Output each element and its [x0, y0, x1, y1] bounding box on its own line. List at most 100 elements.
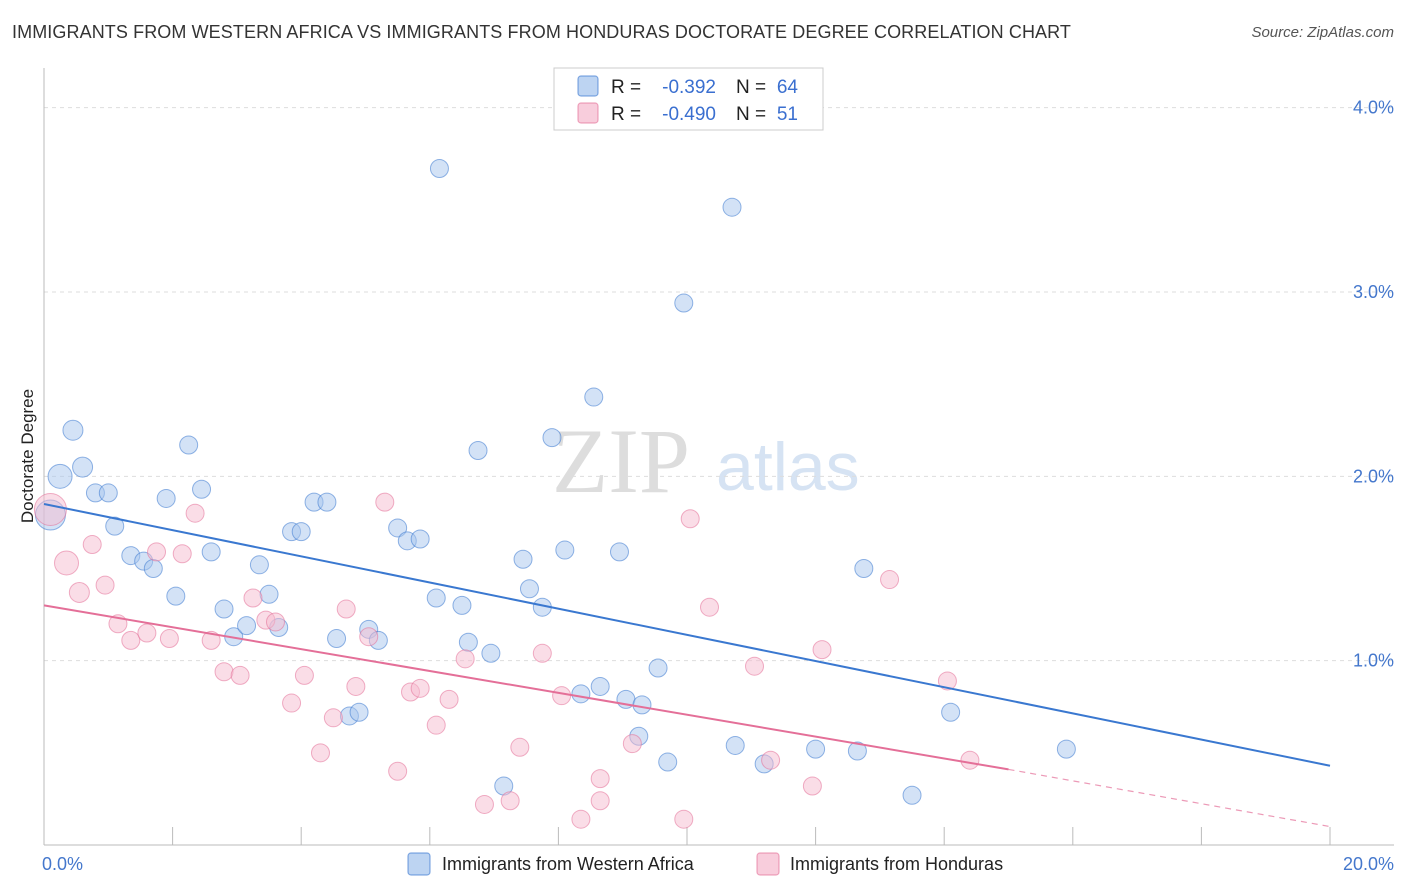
- honduras-point-16[interactable]: [243, 588, 263, 608]
- honduras-point-36[interactable]: [532, 643, 552, 663]
- western-africa-point-55[interactable]: [674, 293, 694, 313]
- honduras-point-45[interactable]: [745, 656, 765, 676]
- honduras-point-41[interactable]: [622, 734, 642, 754]
- western-africa-point-31[interactable]: [388, 518, 408, 538]
- honduras-point-18[interactable]: [265, 612, 285, 632]
- honduras-point-40[interactable]: [590, 791, 610, 811]
- western-africa-point-14[interactable]: [192, 479, 212, 499]
- honduras-point-32[interactable]: [455, 649, 475, 669]
- honduras-point-35[interactable]: [510, 737, 530, 757]
- honduras-point-44[interactable]: [700, 597, 720, 617]
- honduras-point-13[interactable]: [201, 630, 221, 650]
- western-africa-point-64[interactable]: [1056, 739, 1076, 759]
- western-africa-point-54[interactable]: [658, 752, 678, 772]
- western-africa-point-7[interactable]: [105, 516, 125, 536]
- honduras-point-47[interactable]: [802, 776, 822, 796]
- honduras-point-23[interactable]: [336, 599, 356, 619]
- western-africa-point-18[interactable]: [237, 616, 257, 636]
- western-africa-point-35[interactable]: [429, 158, 449, 178]
- honduras-point-49[interactable]: [880, 570, 900, 590]
- honduras-point-46[interactable]: [761, 750, 781, 770]
- honduras-point-50[interactable]: [937, 671, 957, 691]
- honduras-point-27[interactable]: [388, 761, 408, 781]
- western-africa-point-26[interactable]: [327, 629, 347, 649]
- western-africa-point-38[interactable]: [468, 441, 488, 461]
- series-legend-label-honduras[interactable]: Immigrants from Honduras: [790, 854, 1003, 874]
- western-africa-point-57[interactable]: [725, 735, 745, 755]
- western-africa-point-44[interactable]: [542, 428, 562, 448]
- western-africa-point-52[interactable]: [632, 695, 652, 715]
- honduras-point-12[interactable]: [185, 503, 205, 523]
- honduras-point-37[interactable]: [552, 686, 572, 706]
- honduras-point-19[interactable]: [282, 693, 302, 713]
- honduras-point-43[interactable]: [680, 509, 700, 529]
- western-africa-point-15[interactable]: [201, 542, 221, 562]
- honduras-point-14[interactable]: [214, 662, 234, 682]
- honduras-point-5[interactable]: [95, 575, 115, 595]
- western-africa-point-25[interactable]: [317, 492, 337, 512]
- western-africa-point-39[interactable]: [481, 643, 501, 663]
- western-africa-point-41[interactable]: [513, 549, 533, 569]
- honduras-point-20[interactable]: [294, 665, 314, 685]
- western-africa-point-63[interactable]: [941, 702, 961, 722]
- honduras-point-26[interactable]: [375, 492, 395, 512]
- western-africa-point-42[interactable]: [519, 579, 539, 599]
- western-africa-point-3[interactable]: [62, 419, 84, 441]
- honduras-point-9[interactable]: [147, 542, 167, 562]
- honduras-point-29[interactable]: [410, 678, 430, 698]
- western-africa-point-16[interactable]: [214, 599, 234, 619]
- western-africa-point-11[interactable]: [156, 488, 176, 508]
- western-africa-trend-line: [43, 502, 1331, 767]
- western-africa-point-47[interactable]: [584, 387, 604, 407]
- western-africa-point-56[interactable]: [722, 197, 742, 217]
- honduras-point-34[interactable]: [500, 791, 520, 811]
- western-africa-point-19[interactable]: [249, 555, 269, 575]
- western-africa-point-45[interactable]: [555, 540, 575, 560]
- honduras-point-42[interactable]: [674, 809, 694, 829]
- western-africa-point-61[interactable]: [854, 558, 874, 578]
- honduras-point-30[interactable]: [426, 715, 446, 735]
- western-africa-point-10[interactable]: [143, 558, 163, 578]
- honduras-point-22[interactable]: [323, 708, 343, 728]
- western-africa-point-62[interactable]: [902, 785, 922, 805]
- western-africa-point-6[interactable]: [98, 483, 118, 503]
- western-africa-point-49[interactable]: [609, 542, 629, 562]
- western-africa-point-60[interactable]: [847, 741, 867, 761]
- honduras-point-10[interactable]: [159, 629, 179, 649]
- honduras-point-38[interactable]: [571, 809, 591, 829]
- series-legend-swatch-western-africa[interactable]: [407, 852, 431, 876]
- honduras-point-1[interactable]: [33, 493, 67, 527]
- western-africa-point-20[interactable]: [259, 584, 279, 604]
- honduras-point-25[interactable]: [359, 627, 379, 647]
- western-africa-point-48[interactable]: [590, 676, 610, 696]
- honduras-point-7[interactable]: [121, 630, 141, 650]
- western-africa-point-33[interactable]: [410, 529, 430, 549]
- honduras-point-31[interactable]: [439, 689, 459, 709]
- western-africa-point-2[interactable]: [47, 463, 73, 489]
- series-legend-label-western-africa[interactable]: Immigrants from Western Africa: [442, 854, 695, 874]
- honduras-point-8[interactable]: [137, 623, 157, 643]
- honduras-point-15[interactable]: [230, 665, 250, 685]
- honduras-point-48[interactable]: [812, 640, 832, 660]
- western-africa-point-34[interactable]: [426, 588, 446, 608]
- honduras-point-3[interactable]: [68, 581, 90, 603]
- honduras-point-33[interactable]: [474, 794, 494, 814]
- western-africa-point-46[interactable]: [571, 684, 591, 704]
- western-africa-point-36[interactable]: [452, 595, 472, 615]
- western-africa-point-28[interactable]: [349, 702, 369, 722]
- western-africa-point-23[interactable]: [291, 522, 311, 542]
- honduras-point-2[interactable]: [54, 550, 80, 576]
- honduras-point-51[interactable]: [960, 750, 980, 770]
- western-africa-point-4[interactable]: [72, 456, 94, 478]
- western-africa-point-12[interactable]: [166, 586, 186, 606]
- honduras-point-24[interactable]: [346, 676, 366, 696]
- honduras-point-39[interactable]: [590, 769, 610, 789]
- honduras-point-21[interactable]: [310, 743, 330, 763]
- western-africa-point-37[interactable]: [458, 632, 478, 652]
- western-africa-point-53[interactable]: [648, 658, 668, 678]
- western-africa-point-59[interactable]: [806, 739, 826, 759]
- honduras-point-4[interactable]: [82, 535, 102, 555]
- honduras-point-11[interactable]: [172, 544, 192, 564]
- series-legend-swatch-honduras[interactable]: [756, 852, 780, 876]
- western-africa-point-13[interactable]: [179, 435, 199, 455]
